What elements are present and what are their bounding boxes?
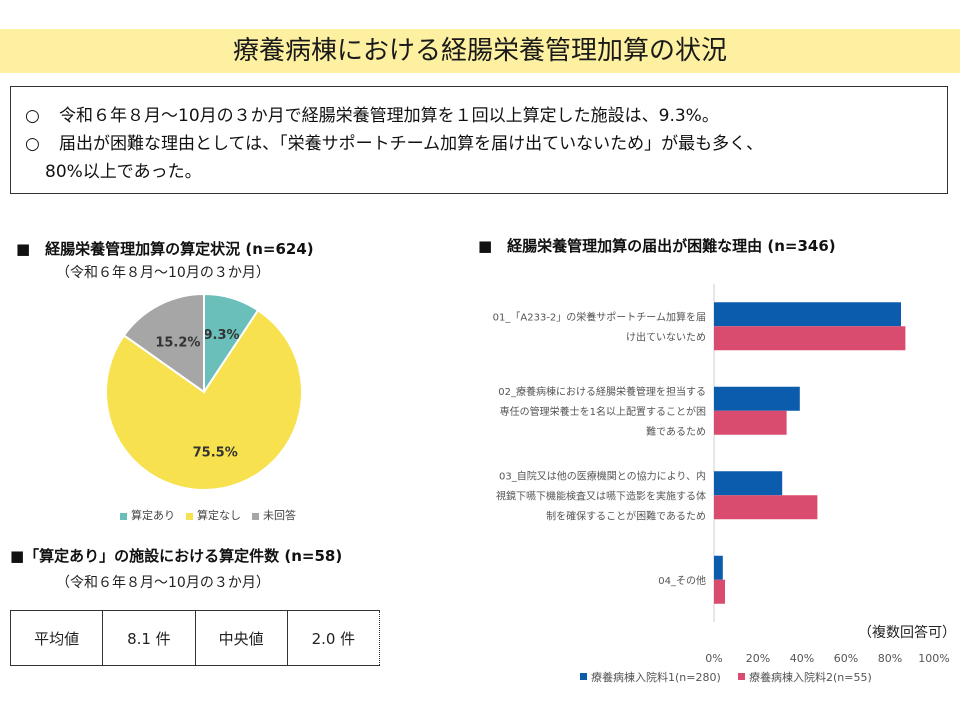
mean-value: 8.1 件 bbox=[102, 610, 196, 666]
category-label: 制を確保することが困難であるため bbox=[546, 509, 706, 522]
x-tick-label: 0% bbox=[705, 652, 722, 665]
legend-swatch bbox=[738, 673, 745, 680]
table-row: 平均値 8.1 件 中央値 2.0 件 bbox=[9, 610, 381, 666]
median-label: 中央値 bbox=[194, 610, 288, 666]
bar-heading: ■ 経腸栄養管理加算の届出が困難な理由 (n=346) bbox=[478, 237, 836, 255]
stats-heading: ■「算定あり」の施設における算定件数 (n=58) bbox=[10, 547, 343, 565]
x-tick-label: 20% bbox=[746, 652, 770, 665]
pie-chart: 9.3% 75.5% 15.2% bbox=[105, 292, 303, 491]
category-label: 03_自院又は他の医療機関との協力により、内 bbox=[499, 469, 706, 482]
summary-line-3: 80%以上であった。 bbox=[45, 162, 202, 182]
summary-text-2: 届出が困難な理由としては、「栄養サポートチーム加算を届け出ていないため」が最も多… bbox=[59, 134, 764, 154]
stats-table: 平均値 8.1 件 中央値 2.0 件 bbox=[9, 610, 381, 666]
bar bbox=[714, 410, 787, 435]
pie-slice bbox=[122, 292, 205, 394]
multiple-answer-note: （複数回答可） bbox=[858, 625, 956, 641]
legend-swatch bbox=[252, 512, 259, 520]
median-value: 2.0 件 bbox=[286, 610, 381, 666]
mean-label: 平均値 bbox=[9, 610, 104, 666]
bar bbox=[714, 471, 783, 496]
pie-legend-label: 算定あり bbox=[131, 509, 175, 522]
summary-line-1: ○ 令和６年８月～10月の３か月で経腸栄養管理加算を１回以上算定した施設は、9.3… bbox=[25, 101, 719, 126]
category-label: 04_その他 bbox=[658, 574, 706, 587]
pie-legend-label: 未回答 bbox=[263, 509, 296, 522]
bar bbox=[714, 326, 906, 351]
pie-data-label: 9.3% bbox=[203, 328, 239, 343]
pie-legend-item: 算定なし bbox=[186, 507, 241, 523]
legend-swatch bbox=[120, 512, 127, 520]
x-tick-label: 40% bbox=[790, 652, 814, 665]
legend-swatch bbox=[580, 673, 587, 680]
x-tick-label: 80% bbox=[878, 652, 902, 665]
summary-line-2: ○ 届出が困難な理由としては、「栄養サポートチーム加算を届け出ていないため」が最も… bbox=[25, 129, 763, 154]
pie-legend-item: 未回答 bbox=[252, 507, 296, 523]
category-label: 01_「A233-2」の栄養サポートチーム加算を届 bbox=[493, 310, 706, 323]
summary-bullet: ○ bbox=[25, 106, 40, 126]
bar bbox=[714, 555, 723, 580]
pie-data-label: 75.5% bbox=[193, 446, 238, 461]
pie-slice bbox=[105, 308, 303, 491]
category-label: け出ていないため bbox=[626, 330, 706, 343]
page-title: 療養病棟における経腸栄養管理加算の状況 bbox=[232, 36, 727, 66]
summary-text-1: 令和６年８月～10月の３か月で経腸栄養管理加算を１回以上算定した施設は、9.3%… bbox=[59, 106, 719, 126]
bar bbox=[714, 579, 725, 604]
bar bbox=[714, 302, 901, 327]
x-tick-label: 100% bbox=[918, 652, 949, 665]
summary-bullet: ○ bbox=[25, 134, 40, 154]
pie-data-label: 15.2% bbox=[155, 336, 200, 351]
pie-legend-item: 算定あり bbox=[120, 507, 175, 523]
x-tick-label: 60% bbox=[834, 652, 858, 665]
title-band bbox=[0, 29, 960, 73]
bar-legend-label: 療養病棟入院料1(n=280) bbox=[591, 670, 721, 684]
category-label: 02_療養病棟における経腸栄養管理を担当する bbox=[498, 385, 706, 398]
bar bbox=[714, 495, 818, 520]
bar bbox=[714, 386, 800, 411]
pie-legend-label: 算定なし bbox=[197, 509, 241, 522]
category-label: 専任の管理栄養士を1名以上配置することが困 bbox=[500, 405, 706, 418]
legend-swatch bbox=[186, 512, 193, 520]
summary-box: ○ 令和６年８月～10月の３か月で経腸栄養管理加算を１回以上算定した施設は、9.3… bbox=[10, 86, 948, 194]
pie-heading: ■ 経腸栄養管理加算の算定状況 (n=624) bbox=[16, 240, 314, 258]
category-label: 難であるため bbox=[646, 425, 706, 438]
category-label: 視鏡下嚥下機能検査又は嚥下造影を実施する体 bbox=[496, 489, 706, 502]
bar-legend-label: 療養病棟入院料2(n=55) bbox=[749, 670, 872, 684]
pie-period: （令和６年８月～10月の３か月） bbox=[56, 265, 270, 281]
stats-period: （令和６年８月～10月の３か月） bbox=[56, 575, 270, 591]
